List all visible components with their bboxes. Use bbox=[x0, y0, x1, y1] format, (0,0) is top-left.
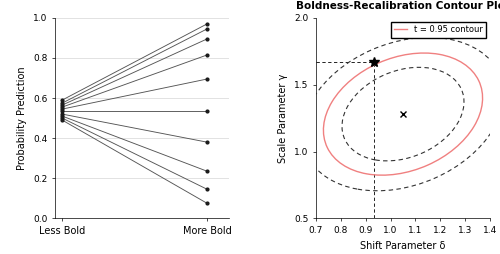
Legend: t = 0.95 contour: t = 0.95 contour bbox=[391, 22, 486, 38]
Y-axis label: Scale Parameter γ: Scale Parameter γ bbox=[278, 73, 288, 163]
Title: Boldness-Recalibration Contour Plot: Boldness-Recalibration Contour Plot bbox=[296, 2, 500, 11]
Y-axis label: Probability Prediction: Probability Prediction bbox=[18, 66, 28, 170]
X-axis label: Shift Parameter δ: Shift Parameter δ bbox=[360, 241, 446, 251]
